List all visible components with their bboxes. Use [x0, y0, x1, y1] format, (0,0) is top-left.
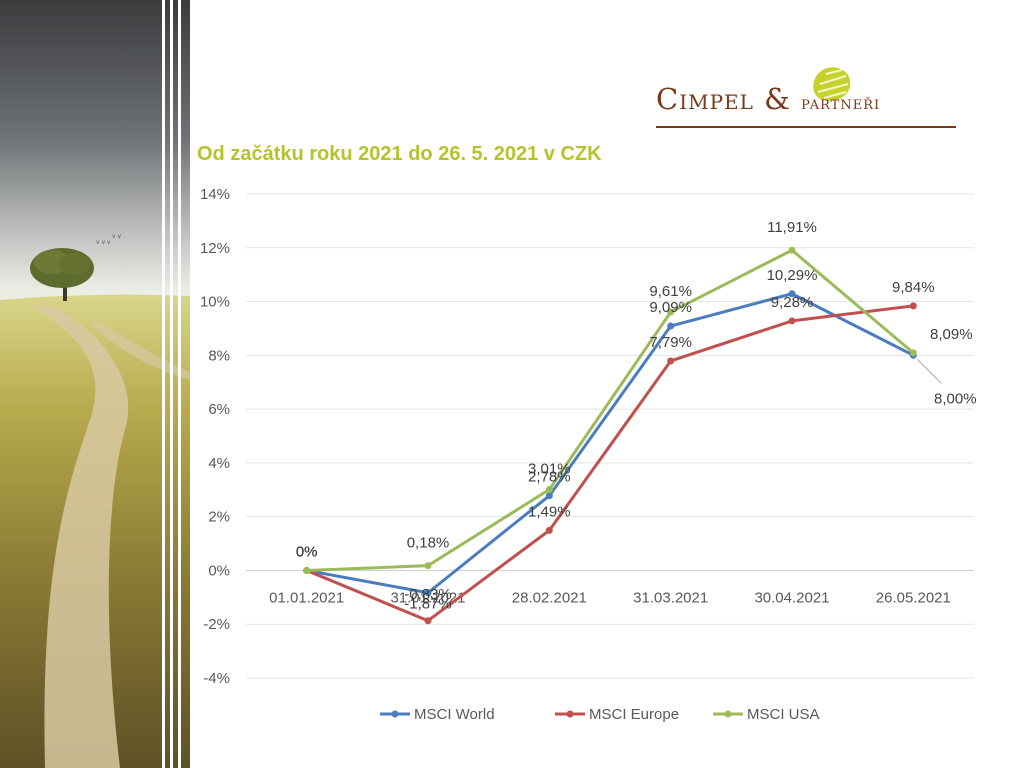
point-usa	[788, 246, 796, 254]
point-europe	[545, 526, 553, 534]
data-label-usa: 8,09%	[930, 326, 973, 343]
data-label-europe: 0%	[296, 543, 318, 560]
point-world	[667, 322, 675, 330]
data-label-world: 8,00%	[934, 390, 977, 407]
series-line-usa	[306, 248, 915, 572]
logo-name-main: Cimpel	[656, 82, 754, 116]
point-usa	[424, 562, 432, 570]
y-tick-label: 10%	[200, 294, 230, 311]
data-label-world: 9,09%	[649, 299, 692, 316]
company-logo: Cimpel & partneři	[650, 62, 970, 132]
logo-emblem-icon	[813, 67, 851, 101]
y-tick-label: 14%	[200, 186, 230, 203]
x-tick-label: 31.01.2021	[390, 589, 465, 606]
data-label-leader	[916, 358, 942, 384]
logo-name-partner: partneři	[801, 92, 881, 114]
point-europe	[788, 317, 796, 325]
data-label-world: -0,83%	[404, 586, 452, 603]
chart-title: Od začátku roku 2021 do 26. 5. 2021 v CZ…	[197, 143, 602, 165]
data-label-usa: 0%	[296, 543, 318, 560]
y-tick-label: -2%	[203, 616, 230, 633]
data-label-usa: 3,01%	[528, 461, 571, 478]
point-world	[545, 492, 553, 500]
svg-text:v v v: v v v	[96, 239, 111, 246]
y-tick-label: 12%	[200, 240, 230, 257]
data-label-usa: 0,18%	[407, 535, 450, 552]
legend-label-usa: MSCI USA	[747, 706, 820, 723]
point-usa	[667, 308, 675, 316]
landscape-photo: v v v v v	[0, 0, 190, 768]
legend-marker-usa	[724, 710, 732, 718]
y-tick-label: 2%	[208, 509, 230, 526]
x-tick-label: 01.01.2021	[269, 589, 344, 606]
point-europe	[424, 617, 432, 625]
x-tick-label: 28.02.2021	[512, 589, 587, 606]
y-tick-label: 4%	[208, 455, 230, 472]
legend-marker-europe	[566, 710, 574, 718]
point-usa	[303, 566, 311, 574]
legend-label-world: MSCI World	[414, 706, 495, 723]
legend-label-europe: MSCI Europe	[589, 706, 679, 723]
y-tick-label: -4%	[203, 670, 230, 687]
logo-ampersand: &	[764, 82, 791, 116]
data-label-europe: 7,79%	[649, 334, 692, 351]
data-label-europe: 9,84%	[892, 279, 935, 296]
data-label-world: 10,29%	[767, 267, 818, 284]
series-line-world	[306, 292, 915, 595]
svg-text:v v: v v	[112, 233, 121, 240]
point-world	[424, 589, 432, 597]
x-tick-label: 26.05.2021	[876, 589, 951, 606]
line-chart: -4% -2% 0% 2% 4% 6% 8% 10% 12% 14% 01.01.2021 31.01…	[200, 186, 977, 723]
data-label-world: 0%	[296, 543, 318, 560]
data-label-europe: 9,28%	[771, 294, 814, 311]
x-tick-label: 30.04.2021	[754, 589, 829, 606]
y-tick-label: 6%	[208, 401, 230, 418]
point-usa	[909, 349, 917, 357]
legend-marker-world	[391, 710, 399, 718]
y-tick-label: 8%	[208, 347, 230, 364]
logo-underline	[656, 126, 956, 128]
data-label-europe: -1,87%	[404, 596, 452, 613]
data-label-usa: 9,61%	[649, 283, 692, 300]
data-label-world: 2,78%	[528, 469, 571, 486]
x-tick-label: 31.03.2021	[633, 589, 708, 606]
point-usa	[545, 486, 553, 494]
data-label-usa: 11,91%	[767, 219, 817, 236]
point-world	[788, 290, 796, 298]
data-label-europe: 1,49%	[528, 503, 571, 520]
point-europe	[667, 357, 675, 365]
series-line-europe	[306, 304, 914, 623]
point-europe	[909, 302, 917, 310]
y-tick-label: 0%	[208, 562, 230, 579]
